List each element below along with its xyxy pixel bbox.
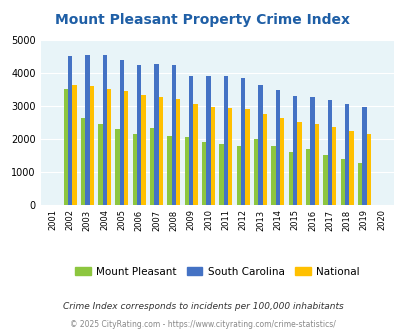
Bar <box>85 55 89 205</box>
Bar <box>322 155 327 205</box>
Bar <box>193 104 197 205</box>
Bar <box>141 95 145 205</box>
Bar <box>176 99 180 205</box>
Bar <box>254 139 258 205</box>
Bar <box>292 96 296 205</box>
Bar <box>89 86 94 205</box>
Bar <box>154 64 158 205</box>
Bar <box>210 107 215 205</box>
Bar <box>305 149 309 205</box>
Bar <box>124 91 128 205</box>
Bar <box>361 107 366 205</box>
Bar <box>288 152 292 205</box>
Bar <box>236 146 241 205</box>
Bar <box>279 118 284 205</box>
Bar <box>271 146 275 205</box>
Bar <box>228 108 232 205</box>
Bar <box>68 56 72 205</box>
Bar <box>262 114 266 205</box>
Bar <box>357 163 361 205</box>
Text: Crime Index corresponds to incidents per 100,000 inhabitants: Crime Index corresponds to incidents per… <box>62 302 343 311</box>
Bar <box>348 131 353 205</box>
Bar <box>171 65 176 205</box>
Bar <box>327 100 331 205</box>
Bar <box>64 89 68 205</box>
Bar <box>245 109 249 205</box>
Bar <box>158 97 163 205</box>
Bar <box>219 144 223 205</box>
Bar <box>81 118 85 205</box>
Text: Mount Pleasant Property Crime Index: Mount Pleasant Property Crime Index <box>55 13 350 27</box>
Bar <box>132 134 137 205</box>
Bar <box>137 65 141 205</box>
Bar <box>202 142 206 205</box>
Bar <box>309 97 314 205</box>
Bar <box>366 134 370 205</box>
Bar <box>275 90 279 205</box>
Bar <box>119 60 124 205</box>
Bar <box>340 159 344 205</box>
Bar <box>184 137 189 205</box>
Bar <box>206 76 210 205</box>
Legend: Mount Pleasant, South Carolina, National: Mount Pleasant, South Carolina, National <box>71 263 362 281</box>
Bar <box>241 78 245 205</box>
Bar <box>72 85 76 205</box>
Bar <box>189 76 193 205</box>
Bar <box>258 85 262 205</box>
Bar <box>98 124 102 205</box>
Bar <box>223 76 228 205</box>
Bar <box>107 89 111 205</box>
Bar <box>150 128 154 205</box>
Bar <box>314 124 318 205</box>
Text: © 2025 CityRating.com - https://www.cityrating.com/crime-statistics/: © 2025 CityRating.com - https://www.city… <box>70 320 335 329</box>
Bar <box>344 104 348 205</box>
Bar <box>115 129 119 205</box>
Bar <box>331 127 335 205</box>
Bar <box>102 55 107 205</box>
Bar <box>167 136 171 205</box>
Bar <box>296 122 301 205</box>
